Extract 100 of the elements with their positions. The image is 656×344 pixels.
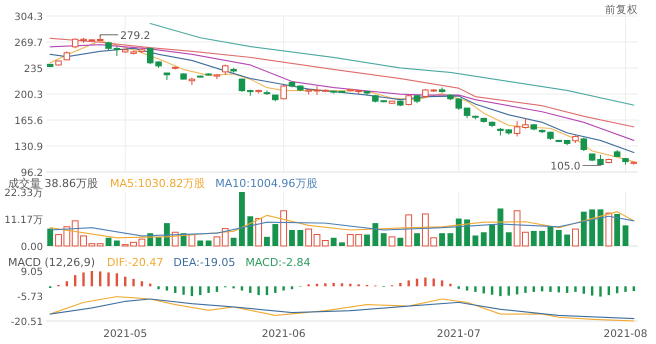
bar <box>90 271 94 286</box>
x-tick-label: 2021-05 <box>103 328 148 340</box>
bar <box>255 218 262 246</box>
bar <box>539 230 546 246</box>
text: DEA:-19.05 <box>173 256 236 269</box>
candlestick <box>280 84 287 100</box>
y-tick-label: 9.05 <box>20 267 43 278</box>
y-tick-label: 165.6 <box>14 116 43 127</box>
bar <box>106 238 112 246</box>
bar <box>282 286 285 291</box>
chart-title: 成交量 38.86万股 <box>8 177 98 190</box>
bar <box>582 286 586 294</box>
bar <box>548 226 554 246</box>
bar <box>622 225 628 246</box>
bar <box>616 286 618 294</box>
bar <box>149 284 152 286</box>
y-tick-label: 11.17万 <box>4 214 43 226</box>
bar <box>272 224 278 246</box>
text: DIF:-20.47 <box>107 256 164 269</box>
candlestick <box>238 78 246 92</box>
bar <box>524 286 527 293</box>
bar <box>47 228 54 246</box>
candlestick <box>146 47 154 65</box>
bar <box>280 210 288 246</box>
bar <box>199 286 202 296</box>
bar <box>614 214 620 246</box>
text: 前复权 <box>605 4 638 16</box>
x-tick-label: 2021-07 <box>436 328 481 340</box>
bar <box>240 286 244 291</box>
bar <box>498 208 504 246</box>
bar <box>506 232 512 246</box>
bar <box>474 286 477 292</box>
bar <box>330 238 337 246</box>
y-tick-label: 200.3 <box>14 90 43 101</box>
bar <box>116 273 118 286</box>
bar <box>257 286 260 296</box>
bar <box>216 286 218 292</box>
bar <box>349 284 352 286</box>
bar <box>399 282 402 286</box>
bar <box>339 242 345 246</box>
bar <box>472 235 478 246</box>
bar <box>589 209 596 246</box>
bar <box>499 286 502 296</box>
bar <box>408 280 410 286</box>
y-tick-label: -20.51 <box>10 317 43 328</box>
bar <box>556 230 562 246</box>
bar <box>164 223 170 246</box>
bar <box>66 281 68 286</box>
annotation: 105.0 <box>550 160 580 172</box>
line-series <box>50 211 634 238</box>
bar <box>458 286 460 289</box>
y-tick-label: 269.7 <box>14 38 43 49</box>
bar <box>439 233 445 246</box>
bar <box>632 286 636 292</box>
bar <box>432 278 435 286</box>
bar <box>564 234 570 246</box>
bar <box>197 240 204 246</box>
bar <box>140 281 144 286</box>
bar <box>274 286 276 293</box>
bar <box>74 275 76 286</box>
bar <box>516 286 518 294</box>
bar <box>388 236 396 246</box>
bar <box>297 230 304 246</box>
bar <box>530 230 537 246</box>
bar <box>124 276 126 286</box>
y-tick-label: 130.9 <box>14 142 43 153</box>
bar <box>190 286 194 296</box>
y-tick-label: 235 <box>24 64 43 75</box>
bar <box>580 212 587 246</box>
x-tick-label: 2021-08 <box>604 328 648 340</box>
y-tick-label: 22.33万 <box>4 188 43 199</box>
chart-title: MACD (12,26,9) <box>8 256 96 269</box>
bar <box>540 286 544 292</box>
line-series <box>50 216 634 236</box>
candlestick <box>405 94 412 106</box>
bar <box>566 286 568 293</box>
bar <box>608 286 610 296</box>
bar <box>156 236 162 246</box>
bar <box>174 286 176 293</box>
bar <box>188 234 196 246</box>
bar <box>482 286 485 294</box>
candlestick <box>222 64 229 76</box>
bar <box>98 271 102 286</box>
bar <box>207 286 210 293</box>
bar <box>440 280 444 286</box>
bar <box>572 228 579 246</box>
bar <box>424 278 427 286</box>
bar <box>489 224 496 246</box>
annotation: 279.2 <box>120 30 150 42</box>
bar <box>264 236 270 246</box>
y-tick-label: 0.00 <box>20 242 43 253</box>
bar <box>166 286 168 291</box>
bar <box>490 286 494 295</box>
bar <box>598 209 604 246</box>
bar <box>590 286 594 296</box>
bar <box>239 192 245 246</box>
bar <box>532 286 535 292</box>
line-series <box>150 22 634 106</box>
bar <box>182 286 185 295</box>
bar <box>372 223 378 246</box>
